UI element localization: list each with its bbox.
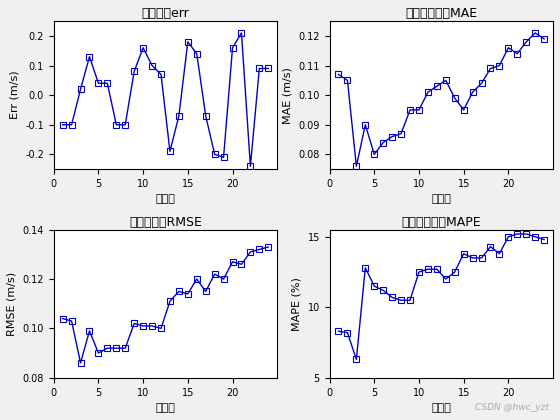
Title: 均方根误巪RMSE: 均方根误巪RMSE <box>129 215 202 228</box>
X-axis label: 时间步: 时间步 <box>431 194 451 205</box>
Text: CSDN @hwc_yzt: CSDN @hwc_yzt <box>475 403 549 412</box>
Y-axis label: MAE (m/s): MAE (m/s) <box>283 67 293 123</box>
X-axis label: 时间步: 时间步 <box>156 194 175 205</box>
Title: 平均相对误巪MAPE: 平均相对误巪MAPE <box>402 215 481 228</box>
Title: 绝对误差err: 绝对误差err <box>142 7 189 20</box>
X-axis label: 时间步: 时间步 <box>431 403 451 413</box>
Y-axis label: MAPE (%): MAPE (%) <box>292 277 302 331</box>
Y-axis label: RMSE (m/s): RMSE (m/s) <box>7 272 17 336</box>
X-axis label: 时间步: 时间步 <box>156 403 175 413</box>
Y-axis label: Err (m/s): Err (m/s) <box>10 71 20 119</box>
Title: 平均绝对误巪MAE: 平均绝对误巪MAE <box>405 7 477 20</box>
